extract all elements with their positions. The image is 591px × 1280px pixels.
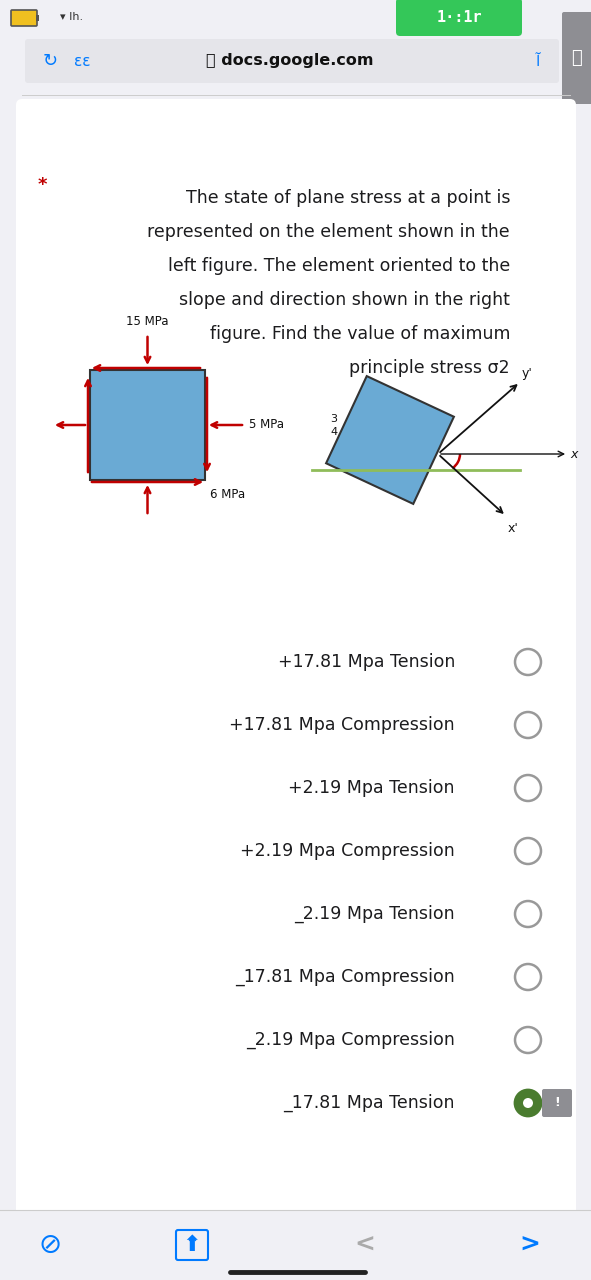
FancyBboxPatch shape [562,12,591,104]
Text: 15 MPa: 15 MPa [126,315,169,328]
Text: 5 MPa: 5 MPa [249,419,284,431]
Text: ⬆: ⬆ [183,1235,202,1254]
Text: _2.19 Mpa Compression: _2.19 Mpa Compression [246,1030,455,1050]
Text: x: x [570,448,577,461]
Text: 1·:1r: 1·:1r [436,9,482,24]
Bar [90,370,205,480]
Text: The state of plane stress at a point is: The state of plane stress at a point is [186,189,510,207]
Text: !: ! [554,1097,560,1110]
Text: 6 MPa: 6 MPa [210,488,245,500]
Text: *: * [37,175,47,195]
Text: εε: εε [74,54,90,69]
Text: +17.81 Mpa Tension: +17.81 Mpa Tension [278,653,455,671]
Bar [36,15,39,20]
Text: ⊘: ⊘ [38,1231,61,1260]
Text: left figure. The element oriented to the: left figure. The element oriented to the [168,257,510,275]
Text: ▾ Ih.: ▾ Ih. [60,12,83,22]
FancyBboxPatch shape [396,0,522,36]
Text: figure. Find the value of maximum: figure. Find the value of maximum [209,325,510,343]
Text: y': y' [522,367,533,380]
Text: slope and direction shown in the right: slope and direction shown in the right [179,291,510,308]
Text: _17.81 Mpa Compression: _17.81 Mpa Compression [235,968,455,986]
Text: 🔒 docs.google.com: 🔒 docs.google.com [206,54,374,69]
Polygon shape [326,376,454,504]
Text: _2.19 Mpa Tension: _2.19 Mpa Tension [294,905,455,923]
Text: >: > [519,1233,540,1257]
Text: 4: 4 [330,428,337,436]
Text: represented on the element shown in the: represented on the element shown in the [147,223,510,241]
Text: +2.19 Mpa Tension: +2.19 Mpa Tension [288,780,455,797]
FancyBboxPatch shape [542,1089,572,1117]
Text: +17.81 Mpa Compression: +17.81 Mpa Compression [229,716,455,733]
FancyBboxPatch shape [25,38,559,83]
Bar [0,1210,591,1280]
FancyBboxPatch shape [11,10,37,26]
Text: _17.81 Mpa Tension: _17.81 Mpa Tension [284,1094,455,1112]
Circle shape [515,1091,541,1116]
Text: آ: آ [536,54,540,69]
Text: x': x' [508,522,519,535]
FancyBboxPatch shape [16,99,576,1231]
Text: ↑: ↑ [184,1236,200,1254]
Text: <: < [355,1233,375,1257]
Circle shape [523,1098,533,1108]
Text: 〈: 〈 [571,49,582,67]
Text: +2.19 Mpa Compression: +2.19 Mpa Compression [241,842,455,860]
Text: 3: 3 [330,413,337,424]
Text: ↻: ↻ [43,52,57,70]
Text: principle stress σ2: principle stress σ2 [349,358,510,378]
